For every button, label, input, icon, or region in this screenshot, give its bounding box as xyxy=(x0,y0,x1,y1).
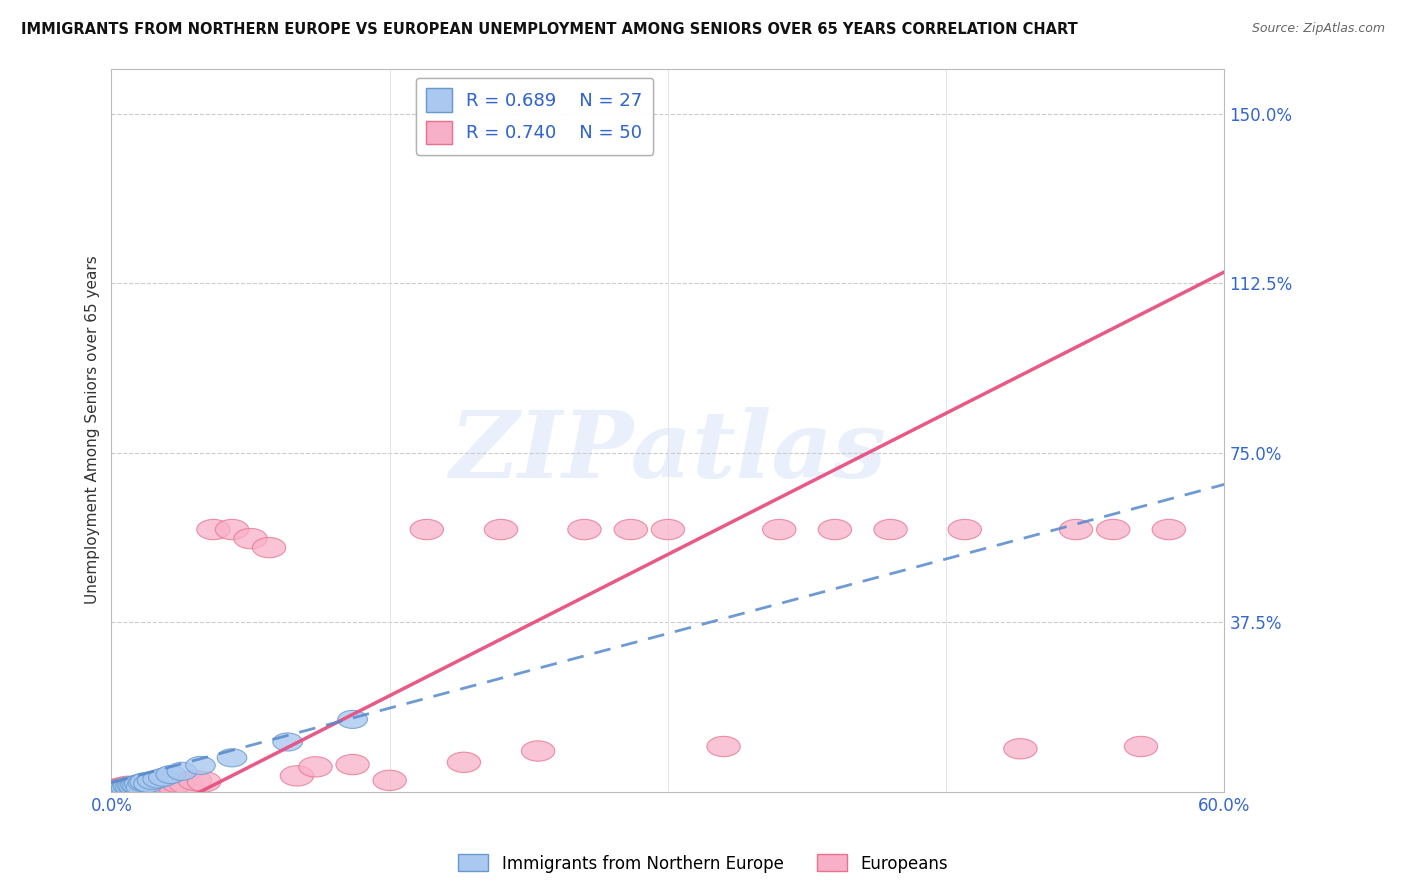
Ellipse shape xyxy=(337,710,367,729)
Ellipse shape xyxy=(134,774,163,793)
Ellipse shape xyxy=(111,776,145,797)
Ellipse shape xyxy=(156,765,186,783)
Ellipse shape xyxy=(707,736,741,756)
Ellipse shape xyxy=(138,772,167,789)
Ellipse shape xyxy=(103,780,135,799)
Ellipse shape xyxy=(818,519,852,540)
Ellipse shape xyxy=(169,773,202,794)
Ellipse shape xyxy=(115,777,149,797)
Ellipse shape xyxy=(156,775,190,795)
Ellipse shape xyxy=(1004,739,1038,759)
Ellipse shape xyxy=(100,779,134,799)
Ellipse shape xyxy=(651,519,685,540)
Ellipse shape xyxy=(122,778,156,798)
Ellipse shape xyxy=(280,765,314,786)
Text: ZIPatlas: ZIPatlas xyxy=(450,407,886,497)
Ellipse shape xyxy=(149,768,179,786)
Ellipse shape xyxy=(124,774,155,793)
Text: IMMIGRANTS FROM NORTHERN EUROPE VS EUROPEAN UNEMPLOYMENT AMONG SENIORS OVER 65 Y: IMMIGRANTS FROM NORTHERN EUROPE VS EUROP… xyxy=(21,22,1078,37)
Ellipse shape xyxy=(484,519,517,540)
Ellipse shape xyxy=(114,778,146,798)
Ellipse shape xyxy=(197,519,231,540)
Ellipse shape xyxy=(522,741,555,761)
Ellipse shape xyxy=(762,519,796,540)
Ellipse shape xyxy=(948,519,981,540)
Ellipse shape xyxy=(146,775,180,795)
Ellipse shape xyxy=(253,538,285,558)
Ellipse shape xyxy=(100,781,129,799)
Ellipse shape xyxy=(114,777,143,796)
Ellipse shape xyxy=(614,519,648,540)
Ellipse shape xyxy=(105,780,135,797)
Ellipse shape xyxy=(447,752,481,772)
Ellipse shape xyxy=(108,780,138,798)
Ellipse shape xyxy=(111,779,141,797)
Text: Source: ZipAtlas.com: Source: ZipAtlas.com xyxy=(1251,22,1385,36)
Ellipse shape xyxy=(336,755,370,775)
Ellipse shape xyxy=(273,733,302,751)
Ellipse shape xyxy=(120,776,152,797)
Ellipse shape xyxy=(108,777,141,797)
Ellipse shape xyxy=(179,770,211,790)
Ellipse shape xyxy=(128,773,157,792)
Legend: R = 0.689    N = 27, R = 0.740    N = 50: R = 0.689 N = 27, R = 0.740 N = 50 xyxy=(416,78,654,154)
Ellipse shape xyxy=(127,778,156,797)
Ellipse shape xyxy=(104,780,134,799)
Ellipse shape xyxy=(150,777,184,797)
Ellipse shape xyxy=(233,528,267,549)
Ellipse shape xyxy=(98,780,132,800)
Ellipse shape xyxy=(135,775,169,795)
Ellipse shape xyxy=(129,772,160,791)
Y-axis label: Unemployment Among Seniors over 65 years: Unemployment Among Seniors over 65 years xyxy=(86,256,100,605)
Ellipse shape xyxy=(104,778,138,798)
Ellipse shape xyxy=(141,772,174,793)
Ellipse shape xyxy=(115,778,145,797)
Ellipse shape xyxy=(110,778,143,798)
Ellipse shape xyxy=(117,777,146,795)
Ellipse shape xyxy=(143,770,173,789)
Ellipse shape xyxy=(120,777,149,796)
Ellipse shape xyxy=(411,519,443,540)
Ellipse shape xyxy=(217,748,247,767)
Ellipse shape xyxy=(215,519,249,540)
Ellipse shape xyxy=(1152,519,1185,540)
Ellipse shape xyxy=(373,770,406,790)
Ellipse shape xyxy=(128,777,162,797)
Ellipse shape xyxy=(124,775,157,795)
Ellipse shape xyxy=(105,779,139,798)
Ellipse shape xyxy=(117,777,150,797)
Ellipse shape xyxy=(121,776,150,794)
Ellipse shape xyxy=(132,776,166,797)
Ellipse shape xyxy=(568,519,602,540)
Ellipse shape xyxy=(299,756,332,777)
Ellipse shape xyxy=(122,776,152,795)
Ellipse shape xyxy=(1059,519,1092,540)
Ellipse shape xyxy=(186,756,215,774)
Ellipse shape xyxy=(875,519,907,540)
Ellipse shape xyxy=(187,772,221,792)
Ellipse shape xyxy=(1097,519,1130,540)
Ellipse shape xyxy=(1125,736,1157,756)
Ellipse shape xyxy=(162,772,195,793)
Ellipse shape xyxy=(167,763,197,780)
Ellipse shape xyxy=(110,779,139,797)
Legend: Immigrants from Northern Europe, Europeans: Immigrants from Northern Europe, Europea… xyxy=(451,847,955,880)
Ellipse shape xyxy=(103,780,132,798)
